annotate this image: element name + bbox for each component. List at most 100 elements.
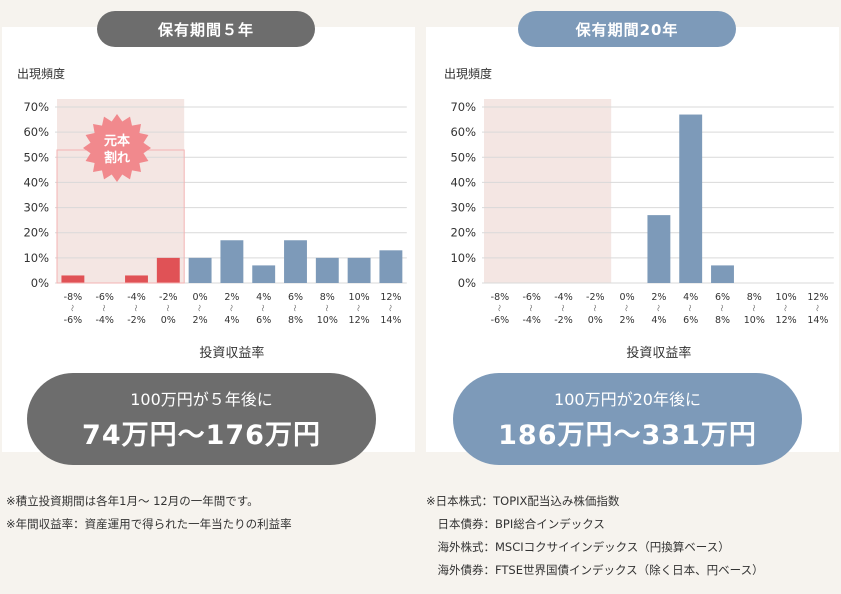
note-line: ※積立投資期間は各年1月〜 12月の一年間です。 (6, 494, 259, 508)
y-axis-label: 出現頻度 (444, 66, 492, 81)
x-tick-label: 0% (588, 315, 603, 326)
y-tick-label: 60% (450, 125, 476, 139)
x-tick-label: 2% (193, 315, 208, 326)
bar (156, 257, 180, 283)
x-tick-separator: 〜 (386, 305, 394, 312)
x-tick-label: 4% (651, 315, 666, 326)
y-tick-label: 30% (23, 201, 49, 215)
x-tick-separator: 〜 (686, 305, 694, 312)
loss-zone (484, 99, 612, 283)
y-tick-label: 0% (31, 276, 49, 290)
y-tick-label: 70% (450, 100, 476, 114)
x-tick-label: 0% (161, 315, 176, 326)
note-line: 海外株式：MSCIコクサイインデックス（円換算ベース） (426, 540, 730, 554)
x-tick-separator: 〜 (590, 305, 598, 312)
bar (679, 114, 703, 284)
holding-period-20y-label: 保有期間20年 (518, 11, 736, 47)
x-tick-separator: 〜 (68, 305, 76, 312)
chart-5y: 出現頻度 0% 10% 20% 30% 40% 50% 60% 70% -8% 〜 -6% -6% 〜 -4… (17, 66, 407, 361)
bar (188, 257, 212, 283)
y-tick-label: 40% (23, 175, 49, 189)
x-tick-label: 8% (320, 292, 335, 303)
x-tick-label: 10% (776, 292, 797, 303)
bar (347, 257, 371, 283)
loss-badge (83, 114, 151, 182)
y-tick-label: 20% (23, 226, 49, 240)
note-line: 日本債券：BPI総合インデックス (426, 517, 605, 531)
bar (711, 265, 734, 283)
y-tick-label: 20% (450, 226, 476, 240)
x-tick-separator: 〜 (781, 305, 789, 312)
x-tick-label: 12% (807, 292, 828, 303)
x-tick-label: -2% (159, 292, 178, 303)
loss-badge-label: 割れ (104, 150, 130, 166)
x-tick-label: -8% (64, 292, 83, 303)
y-tick-label: 0% (458, 276, 476, 290)
x-tick-label: 6% (288, 292, 303, 303)
result-20y-badge: 100万円が20年後に 186万円〜331万円 (453, 373, 802, 465)
x-tick-label: -2% (554, 315, 573, 326)
x-tick-label: -2% (127, 315, 146, 326)
x-tick-separator: 〜 (718, 305, 726, 312)
x-tick-label: 8% (747, 292, 762, 303)
notes-right: ※日本株式：TOPIX配当込み株価指数 日本債券：BPI総合インデックス 海外株… (426, 490, 764, 582)
x-tick-separator: 〜 (527, 305, 535, 312)
result-20y-range: 186万円〜331万円 (498, 420, 757, 451)
x-tick-label: 12% (349, 315, 370, 326)
x-tick-label: -6% (64, 315, 83, 326)
bar (284, 240, 307, 283)
x-tick-label: 0% (193, 292, 208, 303)
x-tick-label: 14% (807, 315, 828, 326)
x-tick-separator: 〜 (132, 305, 140, 312)
x-tick-label: 6% (683, 315, 698, 326)
x-tick-label: 2% (620, 315, 635, 326)
x-tick-label: -4% (554, 292, 573, 303)
x-axis-label: 投資収益率 (626, 345, 691, 361)
y-tick-label: 40% (450, 175, 476, 189)
bar (125, 275, 148, 283)
chart-20y: 出現頻度 0% 10% 20% 30% 40% 50% 60% 70% -8% 〜 -6% -6% 〜 -4… (444, 66, 834, 361)
x-tick-separator: 〜 (291, 305, 299, 312)
x-tick-label: 4% (256, 292, 271, 303)
x-tick-label: 0% (620, 292, 635, 303)
x-tick-separator: 〜 (559, 305, 567, 312)
x-tick-separator: 〜 (259, 305, 267, 312)
x-tick-separator: 〜 (322, 305, 330, 312)
x-tick-label: 6% (715, 292, 730, 303)
result-20y-subtitle: 100万円が20年後に (554, 390, 701, 409)
x-tick-label: -8% (491, 292, 510, 303)
x-tick-label: -2% (586, 292, 605, 303)
x-tick-label: -6% (95, 292, 114, 303)
x-tick-separator: 〜 (813, 305, 821, 312)
y-tick-label: 10% (23, 251, 49, 265)
x-tick-label: 12% (380, 292, 401, 303)
loss-badge-label: 元本 (104, 133, 130, 149)
x-tick-label: 10% (349, 292, 370, 303)
result-5y-badge: 100万円が５年後に 74万円〜176万円 (27, 373, 376, 465)
note-line: 海外債券：FTSE世界国債インデックス（除く日本、円ベース） (426, 563, 764, 577)
bar (647, 215, 671, 283)
result-5y-range: 74万円〜176万円 (82, 420, 321, 451)
y-axis-label: 出現頻度 (17, 66, 65, 81)
bar (315, 257, 339, 283)
x-tick-label: 12% (776, 315, 797, 326)
x-tick-separator: 〜 (495, 305, 503, 312)
bar (252, 265, 276, 283)
y-tick-label: 50% (450, 150, 476, 164)
x-tick-separator: 〜 (749, 305, 757, 312)
x-tick-separator: 〜 (195, 305, 203, 312)
x-tick-label: -4% (522, 315, 541, 326)
x-tick-separator: 〜 (163, 305, 171, 312)
y-tick-label: 50% (23, 150, 49, 164)
x-tick-label: -6% (522, 292, 541, 303)
x-tick-label: -6% (491, 315, 510, 326)
bar (379, 250, 403, 283)
x-tick-label: -4% (127, 292, 146, 303)
x-tick-label: -4% (95, 315, 114, 326)
x-tick-label: 8% (715, 315, 730, 326)
y-tick-label: 70% (23, 100, 49, 114)
x-tick-label: 6% (256, 315, 271, 326)
x-tick-label: 14% (380, 315, 401, 326)
y-tick-label: 10% (450, 251, 476, 265)
